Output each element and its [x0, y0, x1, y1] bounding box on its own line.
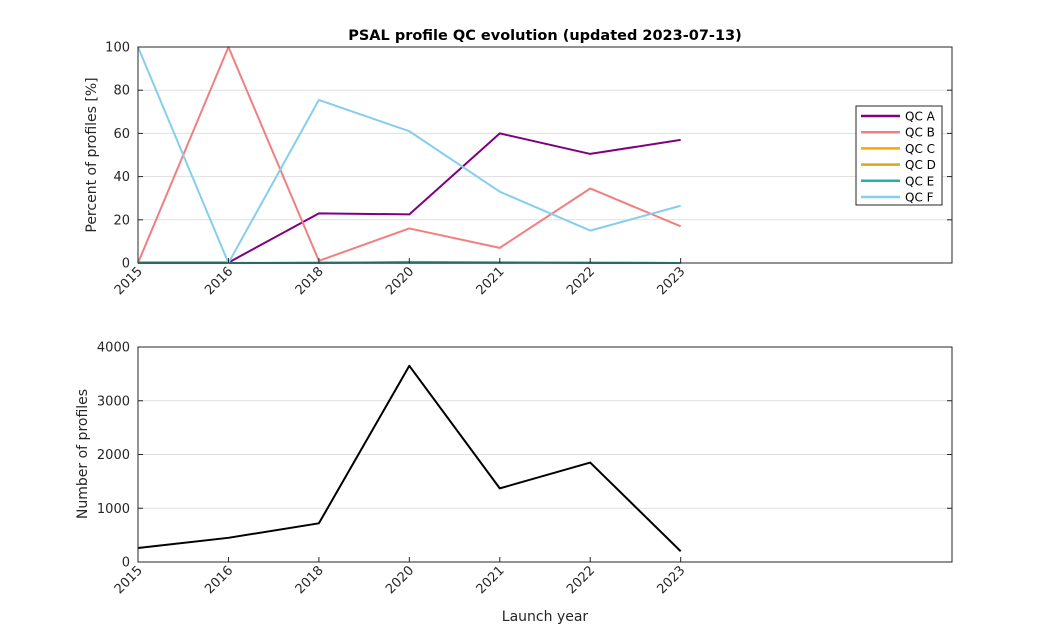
x-tick-label: 2022: [564, 563, 598, 597]
y-tick-label: 0: [122, 257, 130, 272]
legend-box: [855, 105, 943, 206]
y-tick-label: 3000: [97, 394, 130, 409]
y-tick-labels: 0 1000 2000 3000 4000: [97, 341, 952, 571]
y-tick-label: 40: [113, 170, 130, 185]
x-tick-labels: 2015 2016 2018 2020 2021 2022 2023: [112, 557, 688, 597]
y-tick-label: 60: [113, 127, 130, 142]
legend-label: QC D: [905, 158, 936, 172]
legend-label: QC B: [905, 126, 935, 140]
legend-label: QC C: [905, 142, 935, 156]
grid-lines: [138, 89, 952, 221]
x-tick-label: 2023: [654, 264, 688, 298]
x-tick-label: 2018: [293, 264, 327, 298]
y-tick-label: 1000: [97, 502, 130, 517]
x-tick-label: 2016: [202, 264, 236, 298]
x-tick-label: 2015: [112, 563, 146, 597]
series-line-qc-f: [137, 46, 681, 264]
y-tick-label: 4000: [97, 341, 130, 356]
grid-lines: [138, 400, 952, 509]
series-line-count: [137, 364, 682, 552]
x-tick-labels: 2015 2016 2018 2020 2021 2022 2023: [112, 258, 688, 298]
y-axis-label: Number of profiles: [75, 389, 91, 519]
y-tick-label: 100: [105, 41, 130, 56]
y-tick-labels: 0 20 40 60 80 100: [105, 41, 952, 272]
legend-label: QC F: [905, 191, 934, 205]
legend-label: QC A: [905, 110, 936, 124]
legend-label: QC E: [905, 174, 934, 188]
x-tick-label: 2022: [564, 264, 598, 298]
plot-frame: [137, 46, 953, 264]
series-lines: [137, 364, 682, 552]
x-tick-label: 2020: [383, 264, 417, 298]
x-tick-label: 2021: [474, 563, 508, 597]
series-line-qc-b: [137, 46, 682, 264]
legend: QC A QC B QC C QC D QC E QC F: [855, 105, 943, 206]
x-tick-label: 2020: [383, 563, 417, 597]
x-tick-label: 2016: [202, 563, 236, 597]
y-tick-label: 20: [113, 213, 130, 228]
x-axis-label: Launch year: [502, 609, 589, 625]
x-tick-label: 2023: [654, 563, 688, 597]
qc-percent-chart: PSAL profile QC evolution (updated 2023-…: [84, 28, 953, 298]
x-tick-label: 2021: [474, 264, 508, 298]
series-lines: [137, 46, 682, 264]
y-tick-label: 0: [122, 556, 130, 571]
y-tick-label: 80: [113, 84, 130, 99]
y-tick-label: 2000: [97, 448, 130, 463]
profile-count-chart: Number of profiles 0 1000 2000 3000 4000 201…: [75, 341, 953, 625]
y-axis-label: Percent of profiles [%]: [84, 77, 100, 232]
chart-title: PSAL profile QC evolution (updated 2023-…: [348, 28, 742, 44]
x-tick-label: 2015: [112, 264, 146, 298]
x-tick-label: 2018: [293, 563, 327, 597]
